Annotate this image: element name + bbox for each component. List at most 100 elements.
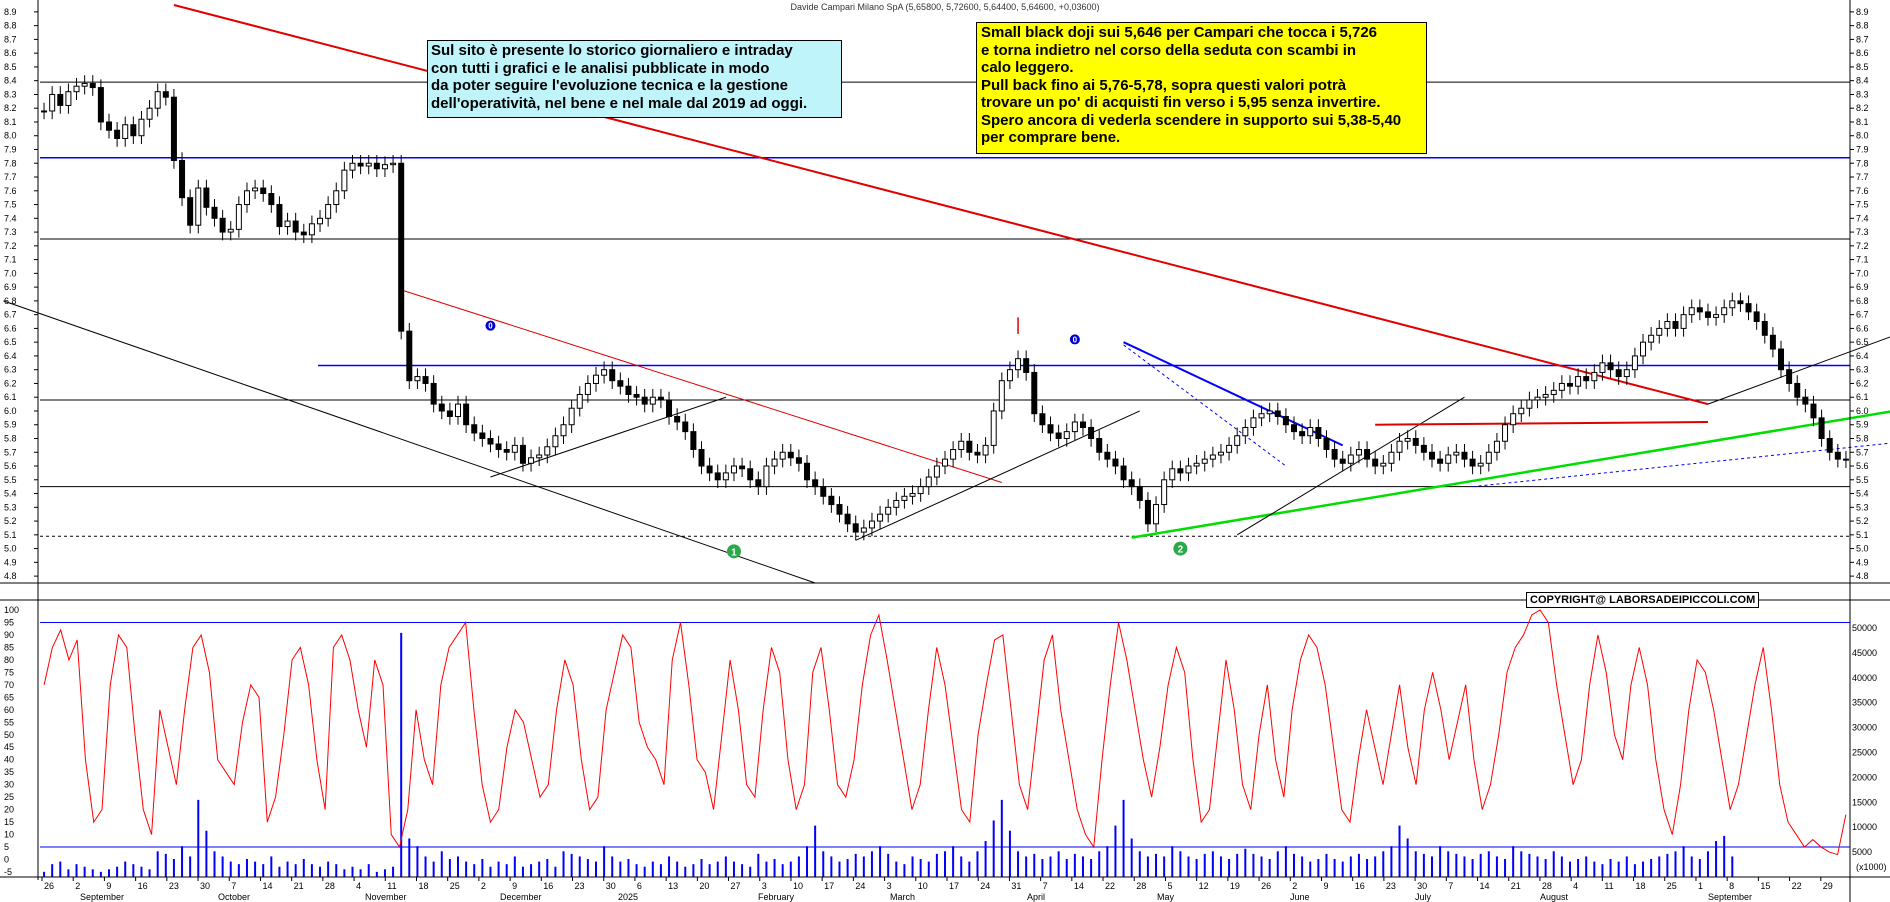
candle-body [552, 435, 559, 448]
red-horizontal-line [1375, 420, 1708, 426]
candle-body [1493, 440, 1500, 453]
x-day-label: 14 [1480, 881, 1490, 891]
wave-marker [726, 544, 741, 559]
note-analysis-comment: Small black doji sui 5,646 per Campari c… [976, 22, 1427, 154]
y-tick-label-left: 8.6 [4, 48, 17, 58]
candle-body [97, 87, 104, 123]
y-tick-label-right: 6.7 [1856, 310, 1869, 320]
y-tick-label-left: 4.8 [4, 571, 17, 581]
osc-tick-label: 20 [4, 805, 14, 815]
candle-body [1193, 462, 1200, 467]
osc-tick-label: 50 [4, 730, 14, 740]
x-day-label: 12 [1199, 881, 1209, 891]
candle-body [1599, 362, 1606, 373]
y-tick-label-left: 8.9 [4, 7, 17, 17]
candle-body [1729, 300, 1736, 309]
x-day-label: 22 [1105, 881, 1115, 891]
x-day-label: 6 [637, 881, 642, 891]
x-day-label: 14 [262, 881, 272, 891]
cycle-marker-label: 0 [1073, 335, 1078, 344]
candle-body [576, 393, 583, 409]
x-day-label: 30 [606, 881, 616, 891]
y-tick-label-right: 7.6 [1856, 186, 1869, 196]
candle-body [463, 403, 470, 426]
candle-body [446, 410, 453, 417]
candle-body [235, 204, 242, 230]
x-day-label: 8 [1729, 881, 1734, 891]
y-tick-label-left: 8.4 [4, 76, 17, 86]
x-day-label: 11 [387, 881, 396, 891]
candle-body [747, 468, 754, 481]
chart-title: Davide Campari Milano SpA (5,65800, 5,72… [790, 2, 1100, 12]
candle-body [1510, 413, 1517, 426]
y-tick-label-left: 4.9 [4, 557, 17, 567]
y-tick-label-left: 6.1 [4, 392, 17, 402]
candle-body [422, 376, 429, 384]
y-tick-label-left: 8.5 [4, 62, 17, 72]
candle-body [1445, 454, 1452, 464]
candle-body [381, 164, 388, 170]
candle-body [414, 376, 421, 382]
candle-body [1778, 348, 1785, 371]
x-day-label: 22 [1792, 881, 1802, 891]
y-tick-label-right: 5.9 [1856, 420, 1869, 430]
x-month-label: June [1290, 892, 1310, 902]
x-day-label: 25 [1667, 881, 1677, 891]
osc-tick-label: 45 [4, 742, 14, 752]
y-tick-label-right: 7.3 [1856, 227, 1869, 237]
y-tick-label-right: 5.3 [1856, 502, 1869, 512]
candle-body [1209, 454, 1216, 460]
candle-body [219, 217, 226, 233]
x-day-label: 16 [1355, 881, 1365, 891]
x-day-label: 30 [200, 881, 210, 891]
candle-body [1672, 321, 1679, 329]
y-tick-label-left: 7.6 [4, 186, 17, 196]
candle-body [1347, 454, 1354, 464]
candle-body [1485, 451, 1492, 464]
candle-body [828, 495, 835, 506]
candle-body [1217, 451, 1224, 456]
x-day-label: 26 [1261, 881, 1271, 891]
candle-body [730, 465, 737, 474]
candle-body [592, 374, 599, 384]
candle-body [860, 527, 867, 533]
candle-body [1250, 417, 1257, 428]
y-tick-label-left: 5.3 [4, 502, 17, 512]
candle-body [243, 190, 250, 206]
y-tick-label-right: 8.2 [1856, 103, 1869, 113]
candle-body [1810, 403, 1817, 419]
y-tick-label-left: 6.9 [4, 282, 17, 292]
candle-body [528, 457, 535, 464]
candle-body [122, 124, 129, 139]
y-tick-label-right: 7.0 [1856, 268, 1869, 278]
y-tick-label-right: 8.7 [1856, 34, 1869, 44]
y-tick-label-right: 8.5 [1856, 62, 1869, 72]
y-tick-label-left: 5.8 [4, 434, 17, 444]
candle-body [455, 403, 462, 417]
x-day-label: 4 [356, 881, 361, 891]
candle-body [325, 204, 332, 219]
candle-body [560, 424, 567, 437]
osc-tick-label: 10 [4, 830, 14, 840]
volume-tick-label: 45000 [1852, 648, 1877, 658]
y-tick-label-right: 6.3 [1856, 365, 1869, 375]
candle-body [601, 369, 608, 376]
candle-body [909, 493, 916, 497]
volume-tick-label: 20000 [1852, 772, 1877, 782]
x-day-label: 23 [575, 881, 585, 891]
candle-body [1153, 504, 1160, 525]
candle-body [1631, 355, 1638, 371]
candle-body [170, 96, 177, 162]
candle-body [1307, 426, 1314, 437]
candle-body [1558, 382, 1565, 391]
candle-body [1834, 451, 1841, 460]
candle-body [308, 223, 315, 236]
candle-body [885, 506, 892, 515]
candle-body [682, 421, 689, 433]
candle-body [1566, 382, 1573, 387]
candle-body [1096, 438, 1103, 453]
y-tick-label-right: 7.4 [1856, 213, 1869, 223]
candle-body [511, 444, 518, 453]
x-month-label: August [1540, 892, 1569, 902]
candle-body [990, 410, 997, 446]
